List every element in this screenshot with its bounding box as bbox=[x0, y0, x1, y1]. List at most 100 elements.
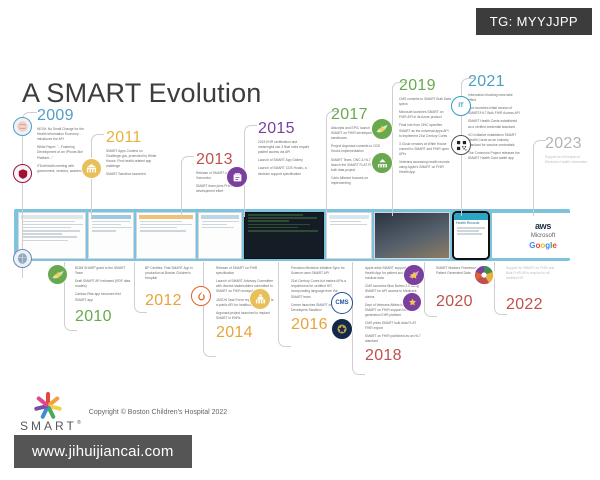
connector-2014 bbox=[203, 346, 216, 357]
event-text: Dept of Veterans Affairs to incorporate … bbox=[365, 302, 421, 317]
sharp-grant-icon bbox=[47, 264, 68, 285]
event-text: Precision Medicine Initiative Sync for S… bbox=[291, 266, 345, 276]
event-text: SMART Markers Framework for Patient Gene… bbox=[436, 266, 483, 276]
timeline-axis-left bbox=[22, 118, 24, 278]
white-house-icon bbox=[81, 158, 102, 179]
event-text: CMS pilots SMART bulk data FLAT FHIR exp… bbox=[365, 320, 417, 331]
screenshot-thumb bbox=[326, 211, 372, 259]
timeline-entry-2015[interactable]: 2015 2015 EHR certification and meaningf… bbox=[258, 121, 310, 180]
year-label-2017: 2017 bbox=[331, 106, 368, 123]
microsoft-logo: Microsoft bbox=[530, 232, 556, 239]
timeline-entry-2013[interactable]: 2013 Release of SMART on FHIR Genomics S… bbox=[196, 152, 244, 197]
bulk-data-icon bbox=[371, 152, 393, 174]
copyright-text: Copyright © Boston Children's Hospital 2… bbox=[88, 409, 228, 416]
connector-2011 bbox=[91, 134, 104, 145]
year-label-2012: 2012 bbox=[145, 292, 182, 310]
events-2022: Support for SMART on FHIR and Bulk FHIR … bbox=[506, 266, 560, 281]
brain-scan-icon bbox=[13, 249, 32, 268]
cds-hooks-icon bbox=[226, 166, 248, 188]
apple-health-icon bbox=[403, 264, 425, 286]
timeline-entry-2023[interactable]: 2023 Support for full export of Electron… bbox=[545, 136, 593, 168]
year-label-2016: 2016 bbox=[291, 315, 328, 333]
event-text: Microsoft launches SMART on FHIR API in … bbox=[399, 110, 444, 120]
connector-2017 bbox=[326, 111, 339, 122]
event-text: Allscripts and EPIC launch SMART on FHIR… bbox=[331, 126, 373, 141]
event-text: SMART Apps Contest on Challenge.gov, pro… bbox=[106, 149, 157, 169]
timeline-entry-2011[interactable]: 2011 SMART Apps Contest on Challenge.gov… bbox=[106, 130, 158, 181]
event-text: Project Argonaut commits to CDS Hooks im… bbox=[331, 144, 381, 154]
timeline-entry-2016[interactable]: Precision Medicine Initiative Sync for S… bbox=[291, 266, 347, 333]
timeline-entry-2018[interactable]: Apple adds SMART support to its Health A… bbox=[365, 266, 421, 364]
event-text: VCI initiative establishes SMART Health … bbox=[468, 132, 517, 147]
events-2021: Information blocking rules take effect E… bbox=[468, 93, 520, 161]
harvard-shield-icon bbox=[13, 164, 32, 183]
connector-stem-2012 bbox=[134, 262, 136, 306]
timeline-entry-2009[interactable]: 2009 NEJM: No Small Change for the Healt… bbox=[37, 108, 87, 177]
connector-2020 bbox=[424, 306, 437, 317]
phone-mockup-health-records: Health Records bbox=[452, 210, 490, 260]
event-text: Draft SMART API released (RDF data model… bbox=[75, 279, 131, 289]
smart-star-logo-icon bbox=[33, 392, 63, 420]
connector-stem-2017 bbox=[326, 117, 328, 217]
event-text: Launch of SMART Advisory Committee with … bbox=[216, 279, 274, 294]
registered-mark: ® bbox=[77, 420, 84, 426]
event-text: Carin Alliance focuses on implementing bbox=[331, 175, 369, 185]
connector-2019 bbox=[392, 82, 405, 93]
pie-wheel-icon bbox=[473, 264, 495, 286]
year-label-2010: 2010 bbox=[75, 307, 112, 325]
event-text: Veterans accessing health records using … bbox=[399, 160, 450, 175]
screenshot-thumb-photo bbox=[374, 211, 450, 259]
year-label-2020: 2020 bbox=[436, 293, 473, 311]
screenshot-thumb bbox=[198, 211, 242, 259]
google-logo: Google bbox=[529, 240, 557, 250]
flame-icon bbox=[191, 286, 211, 306]
connector-stem-2010 bbox=[64, 262, 66, 324]
event-text: 21st Century Cures Act makes APIs a requ… bbox=[291, 279, 346, 299]
event-text: ITDotHealth meeting with government, ven… bbox=[37, 163, 85, 173]
connector-2012 bbox=[134, 302, 147, 313]
events-2011: SMART Apps Contest on Challenge.gov, pro… bbox=[106, 149, 158, 178]
timeline-entry-2017[interactable]: 2017 Allscripts and EPIC launch SMART on… bbox=[331, 107, 381, 189]
event-text: 3 Cloud vendors at White House commit to… bbox=[399, 141, 449, 156]
timeline-entry-2020[interactable]: SMART Markers Framework for Patient Gene… bbox=[436, 266, 488, 310]
connector-2023 bbox=[533, 140, 546, 151]
connector-2013 bbox=[181, 156, 194, 167]
timeline-entry-2010[interactable]: $15M SHARP grant to the SMART Team Draft… bbox=[75, 266, 131, 325]
connector-stem-2011 bbox=[91, 140, 93, 218]
timeline-entry-2019[interactable]: 2019 CMS commits to SMART Bulk Data spec… bbox=[399, 78, 451, 178]
event-text: SMART Team, ONC & HL7 launch the SMART F… bbox=[331, 157, 376, 172]
smart-logo: SMART ® bbox=[20, 392, 81, 433]
events-2019: CMS commits to SMART Bulk Data specs Mic… bbox=[399, 97, 451, 175]
timeline-entry-2014[interactable]: Release of SMART on FHIR specification L… bbox=[216, 266, 274, 341]
timeline-entry-2022[interactable]: Support for SMART on FHIR and Bulk FHIR … bbox=[506, 266, 560, 313]
connector-2016 bbox=[278, 336, 291, 347]
qr-card-icon bbox=[451, 135, 471, 155]
cms-icon[interactable]: CMS bbox=[331, 292, 353, 314]
event-text: Epic launches initial version of SMART/H… bbox=[468, 106, 520, 116]
connector-2022 bbox=[494, 304, 507, 315]
events-2016: Precision Medicine Initiative Sync for S… bbox=[291, 266, 347, 313]
brain-icon bbox=[13, 117, 32, 136]
connector-stem-2020 bbox=[424, 262, 426, 310]
event-text: SMART Health Cards established as a veri… bbox=[468, 119, 518, 129]
timeline-entry-2012[interactable]: BP Centiles: First SMART App in producti… bbox=[145, 266, 201, 309]
year-label-2015: 2015 bbox=[258, 120, 295, 137]
timeline-entry-2021[interactable]: 2021 Information blocking rules take eff… bbox=[468, 74, 520, 164]
event-text: SMART team joins FHIR development effort bbox=[196, 184, 232, 194]
events-2010: $15M SHARP grant to the SMART Team Draft… bbox=[75, 266, 131, 303]
events-2020: SMART Markers Framework for Patient Gene… bbox=[436, 266, 488, 276]
smart-markers-icon bbox=[402, 292, 422, 312]
connector-2018 bbox=[352, 364, 365, 375]
event-text: Release of SMART on FHIR specification bbox=[216, 266, 258, 276]
year-label-2009: 2009 bbox=[37, 107, 74, 124]
phone-screen-title: Health Records bbox=[456, 220, 480, 225]
event-text: 2015 EHR certification and meaningful us… bbox=[258, 140, 310, 155]
smart-wordmark-text: SMART bbox=[20, 419, 77, 433]
event-text: NEJM: No Small Change for the Health Inf… bbox=[37, 127, 84, 142]
events-2017: Allscripts and EPIC launch SMART on FHIR… bbox=[331, 126, 381, 186]
year-label-2023: 2023 bbox=[545, 135, 582, 152]
year-label-2018: 2018 bbox=[365, 347, 402, 365]
event-text: Release of SMART on FHIR Genomics bbox=[196, 171, 238, 181]
event-text: Cardiac Risk app becomes first SMART app bbox=[75, 292, 121, 302]
green-star-icon bbox=[371, 118, 393, 140]
